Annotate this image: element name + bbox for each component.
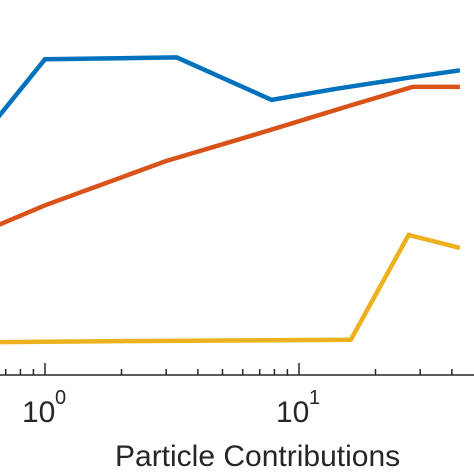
series-line-1 [0, 55, 461, 119]
x-tick-label-10-exponent: 1 [309, 387, 320, 409]
x-ticks [4, 363, 453, 375]
x-tick-label-10: 10 1 [276, 387, 320, 429]
series-line-2 [0, 84, 460, 227]
x-tick-label-1-base: 10 [22, 396, 55, 429]
x-tick-label-10-base: 10 [276, 396, 309, 429]
x-tick-label-1: 10 0 [22, 387, 66, 429]
series-layer [0, 55, 461, 345]
x-tick-label-1-exponent: 0 [55, 387, 66, 409]
x-axis-label: Particle Contributions [115, 440, 400, 473]
series-line-3 [0, 232, 461, 345]
plot-area [0, 55, 474, 376]
